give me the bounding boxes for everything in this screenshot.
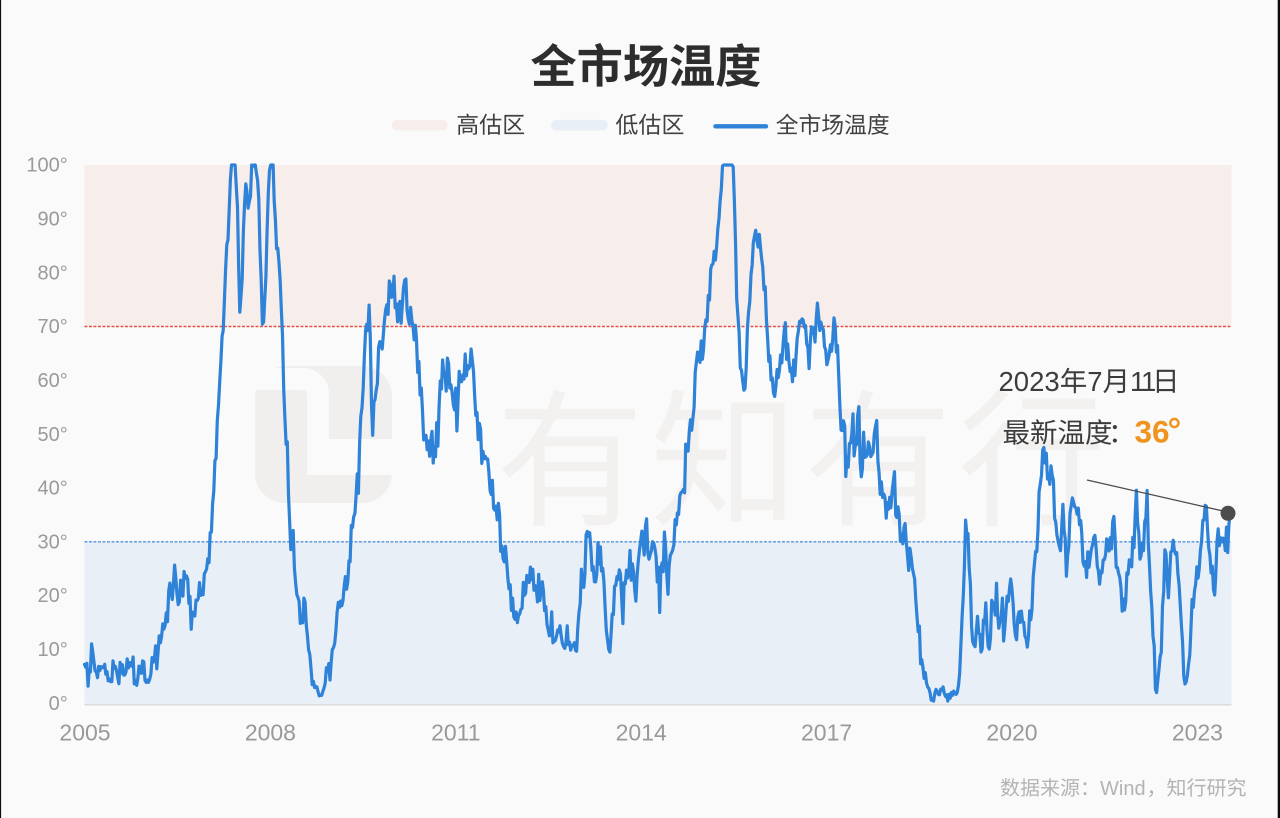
svg-text:2020: 2020 (986, 719, 1037, 745)
svg-text:80°: 80° (38, 262, 68, 284)
svg-text:60°: 60° (38, 370, 68, 392)
svg-text:2014: 2014 (616, 719, 667, 745)
svg-text:7: 7 (1087, 366, 1102, 397)
svg-text:1: 1 (1130, 366, 1145, 397)
svg-text:50°: 50° (38, 424, 68, 446)
svg-text:0°: 0° (49, 693, 68, 715)
svg-text:40°: 40° (38, 478, 68, 500)
svg-text:36: 36 (1135, 414, 1170, 450)
svg-text:Wind: Wind (1100, 778, 1146, 800)
svg-text:2011: 2011 (431, 719, 480, 745)
svg-text:100°: 100° (26, 155, 67, 177)
svg-text:90°: 90° (38, 208, 68, 230)
svg-text:2017: 2017 (801, 719, 852, 745)
svg-text:2023: 2023 (1172, 719, 1223, 745)
svg-text:2023: 2023 (999, 366, 1060, 397)
svg-text:70°: 70° (38, 316, 68, 338)
svg-text:10°: 10° (38, 639, 68, 661)
svg-text:1: 1 (1141, 366, 1156, 397)
svg-text:20°: 20° (38, 585, 68, 607)
svg-text:2005: 2005 (59, 719, 110, 745)
svg-text:30°: 30° (38, 531, 68, 553)
svg-text:2008: 2008 (245, 719, 296, 745)
